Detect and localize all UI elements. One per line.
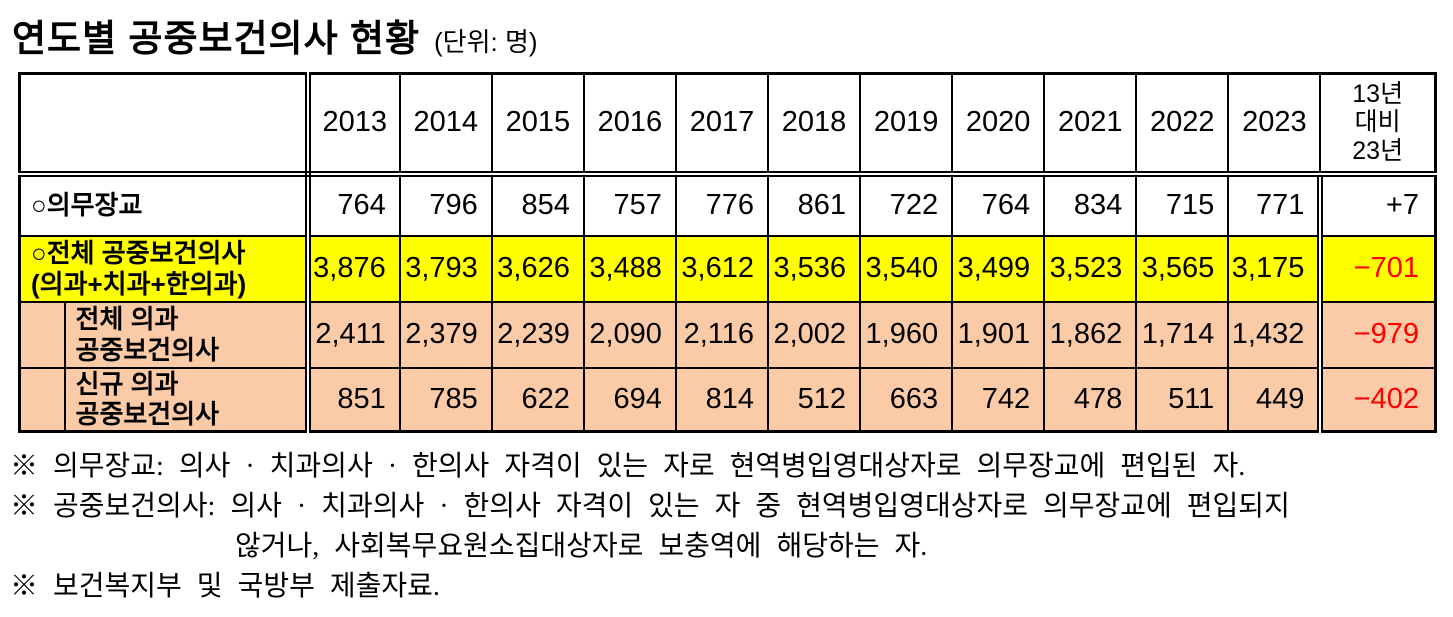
value-cell: 1,960: [859, 300, 954, 369]
year-header-2018: 2018: [766, 72, 862, 177]
year-header-2014: 2014: [398, 72, 493, 177]
year-header-2021: 2021: [1043, 72, 1138, 177]
value-cell: 3,540: [859, 234, 954, 303]
year-header-2016: 2016: [582, 72, 677, 177]
value-cell: 3,536: [766, 234, 862, 303]
value-cell: 764: [306, 172, 401, 237]
value-cell: 2,090: [582, 300, 677, 369]
value-cell: 511: [1135, 366, 1230, 433]
value-cell: 3,523: [1043, 234, 1138, 303]
value-cell: 1,714: [1135, 300, 1230, 369]
stats-table: 2013 2014 2015 2016 2017 2018 2019 2020 …: [18, 72, 1437, 433]
diff-cell: +7: [1317, 172, 1437, 237]
value-cell: 861: [766, 172, 862, 237]
value-cell: 722: [859, 172, 954, 237]
value-cell: 1,862: [1043, 300, 1138, 369]
value-cell: 3,793: [398, 234, 493, 303]
year-header-2022: 2022: [1135, 72, 1230, 177]
year-header-2023: 2023: [1227, 72, 1322, 177]
value-cell: 796: [398, 172, 493, 237]
value-cell: 764: [951, 172, 1046, 237]
footnotes: ※ 의무장교: 의사 · 치과의사 · 한의사 자격이 있는 자로 현역병입영대…: [10, 447, 1445, 607]
value-cell: 785: [398, 366, 493, 433]
value-cell: 478: [1043, 366, 1138, 433]
footnote-medical-officer-definition: ※ 의무장교: 의사 · 치과의사 · 한의사 자격이 있는 자로 현역병입영대…: [10, 451, 1246, 482]
year-header-2015: 2015: [490, 72, 585, 177]
value-cell: 757: [582, 172, 677, 237]
value-cell: 3,612: [674, 234, 770, 303]
value-cell: 512: [766, 366, 862, 433]
value-cell: 2,002: [766, 300, 862, 369]
row-label: 신규 의과 공중보건의사: [63, 366, 311, 433]
unit-label: (단위: 명): [434, 27, 538, 57]
value-cell: 2,239: [490, 300, 585, 369]
value-cell: 742: [951, 366, 1046, 433]
year-header-2020: 2020: [951, 72, 1046, 177]
row-label: ○전체 공중보건의사 (의과+치과+한의과): [18, 234, 311, 303]
value-cell: 814: [674, 366, 770, 433]
year-header-2019: 2019: [859, 72, 954, 177]
row-label: 전체 의과 공중보건의사: [63, 300, 311, 369]
value-cell: 2,379: [398, 300, 493, 369]
row-total-public-health-doctors: ○전체 공중보건의사 (의과+치과+한의과) 3,876 3,793 3,626…: [18, 234, 1437, 303]
row-label: ○의무장교: [18, 172, 311, 237]
footnote-public-health-doctor-definition-line2: 않거나, 사회복무요원소집대상자로 보충역에 해당하는 자.: [235, 531, 928, 562]
value-cell: 771: [1227, 172, 1322, 237]
value-cell: 1,901: [951, 300, 1046, 369]
value-cell: 715: [1135, 172, 1230, 237]
value-cell: 3,175: [1227, 234, 1322, 303]
value-cell: 3,565: [1135, 234, 1230, 303]
value-cell: 3,626: [490, 234, 585, 303]
table-header-row: 2013 2014 2015 2016 2017 2018 2019 2020 …: [18, 72, 1437, 177]
value-cell: 622: [490, 366, 585, 433]
value-cell: 776: [674, 172, 770, 237]
value-cell: 2,116: [674, 300, 770, 369]
value-cell: 3,499: [951, 234, 1046, 303]
value-cell: 449: [1227, 366, 1322, 433]
year-header-2013: 2013: [306, 72, 401, 177]
footnote-public-health-doctor-definition-line1: ※ 공중보건의사: 의사 · 치과의사 · 한의사 자격이 있는 자 중 현역병…: [10, 491, 1290, 522]
indent-cell: [18, 300, 66, 369]
header-empty-cell: [18, 72, 311, 177]
diff-cell: −402: [1317, 366, 1437, 433]
indent-cell: [18, 366, 66, 433]
diff-column-header: 13년 대비 23년: [1319, 72, 1437, 177]
value-cell: 3,876: [306, 234, 401, 303]
page-title: 연도별 공중보건의사 현황: [12, 18, 420, 59]
value-cell: 694: [582, 366, 677, 433]
value-cell: 1,432: [1227, 300, 1322, 369]
year-header-2017: 2017: [674, 72, 770, 177]
value-cell: 663: [859, 366, 954, 433]
row-total-medical-public-health-doctors: 전체 의과 공중보건의사 2,411 2,379 2,239 2,090 2,1…: [18, 300, 1437, 369]
title-row: 연도별 공중보건의사 현황 (단위: 명): [0, 0, 1453, 62]
diff-cell: −701: [1317, 234, 1437, 303]
footnote-data-source: ※ 보건복지부 및 국방부 제출자료.: [10, 571, 440, 602]
row-medical-officers: ○의무장교 764 796 854 757 776 861 722 764 83…: [18, 172, 1437, 237]
diff-cell: −979: [1317, 300, 1437, 369]
value-cell: 2,411: [306, 300, 401, 369]
row-new-medical-public-health-doctors: 신규 의과 공중보건의사 851 785 622 694 814 512 663…: [18, 366, 1437, 433]
value-cell: 854: [490, 172, 585, 237]
value-cell: 3,488: [582, 234, 677, 303]
value-cell: 851: [306, 366, 401, 433]
value-cell: 834: [1043, 172, 1138, 237]
